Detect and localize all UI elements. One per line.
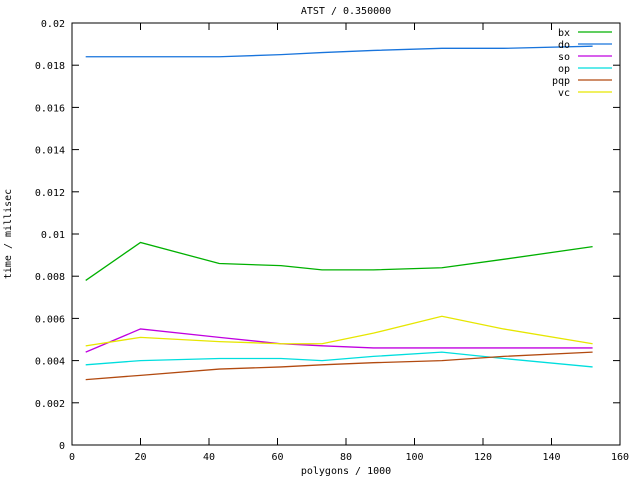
legend-item-do: do xyxy=(558,40,612,51)
plot-layer: 0 20 40 60 80 100 120 140 160 0 0.002 0.004 0.006 0.0… xyxy=(35,19,629,463)
plot-border xyxy=(71,22,621,446)
y-tick-label: 0.002 xyxy=(35,399,65,410)
legend-item-op: op xyxy=(558,64,612,75)
y-tick-label: 0.008 xyxy=(35,272,65,283)
series-line-op xyxy=(85,351,593,368)
series-line-pqp xyxy=(85,351,593,381)
series-line-bx xyxy=(85,241,593,281)
y-axis-label: time / millisec xyxy=(3,189,14,279)
legend-item-bx: bx xyxy=(558,28,612,39)
y-tick-label: 0.012 xyxy=(35,188,65,199)
y-tick-label: 0.014 xyxy=(35,146,65,157)
legend-label: bx xyxy=(558,28,570,39)
y-tick-label: 0 xyxy=(59,441,65,452)
legend-label: pqp xyxy=(552,76,570,87)
y-tick-label: 0.02 xyxy=(41,19,65,30)
legend-label: do xyxy=(558,40,570,51)
series-line-do xyxy=(85,45,593,58)
legend-label: so xyxy=(558,52,570,63)
chart-title: ATST / 0.350000 xyxy=(301,6,391,17)
legend-item-vc: vc xyxy=(558,88,612,99)
legend-label: vc xyxy=(558,88,570,99)
y-tick-label: 0.018 xyxy=(35,61,65,72)
y-tick-label: 0.016 xyxy=(35,103,65,114)
x-tick-label: 160 xyxy=(611,452,629,463)
x-axis-label: polygons / 1000 xyxy=(301,466,391,477)
series-line-vc xyxy=(85,315,593,347)
y-tick-label: 0.004 xyxy=(35,357,65,368)
x-tick-label: 80 xyxy=(340,452,352,463)
y-tick-label: 0.006 xyxy=(35,314,65,325)
x-tick-label: 40 xyxy=(203,452,215,463)
x-tick-label: 0 xyxy=(69,452,75,463)
x-tick-label: 100 xyxy=(405,452,423,463)
series-line-so xyxy=(85,328,593,353)
legend-label: op xyxy=(558,64,570,75)
x-tick-label: 20 xyxy=(134,452,146,463)
y-tick-label: 0.01 xyxy=(41,230,65,241)
legend-item-pqp: pqp xyxy=(552,76,612,87)
x-tick-label: 140 xyxy=(542,452,560,463)
legend-item-so: so xyxy=(558,52,612,63)
series-layer xyxy=(85,45,593,381)
x-tick-label: 120 xyxy=(474,452,492,463)
x-tick-label: 60 xyxy=(271,452,283,463)
